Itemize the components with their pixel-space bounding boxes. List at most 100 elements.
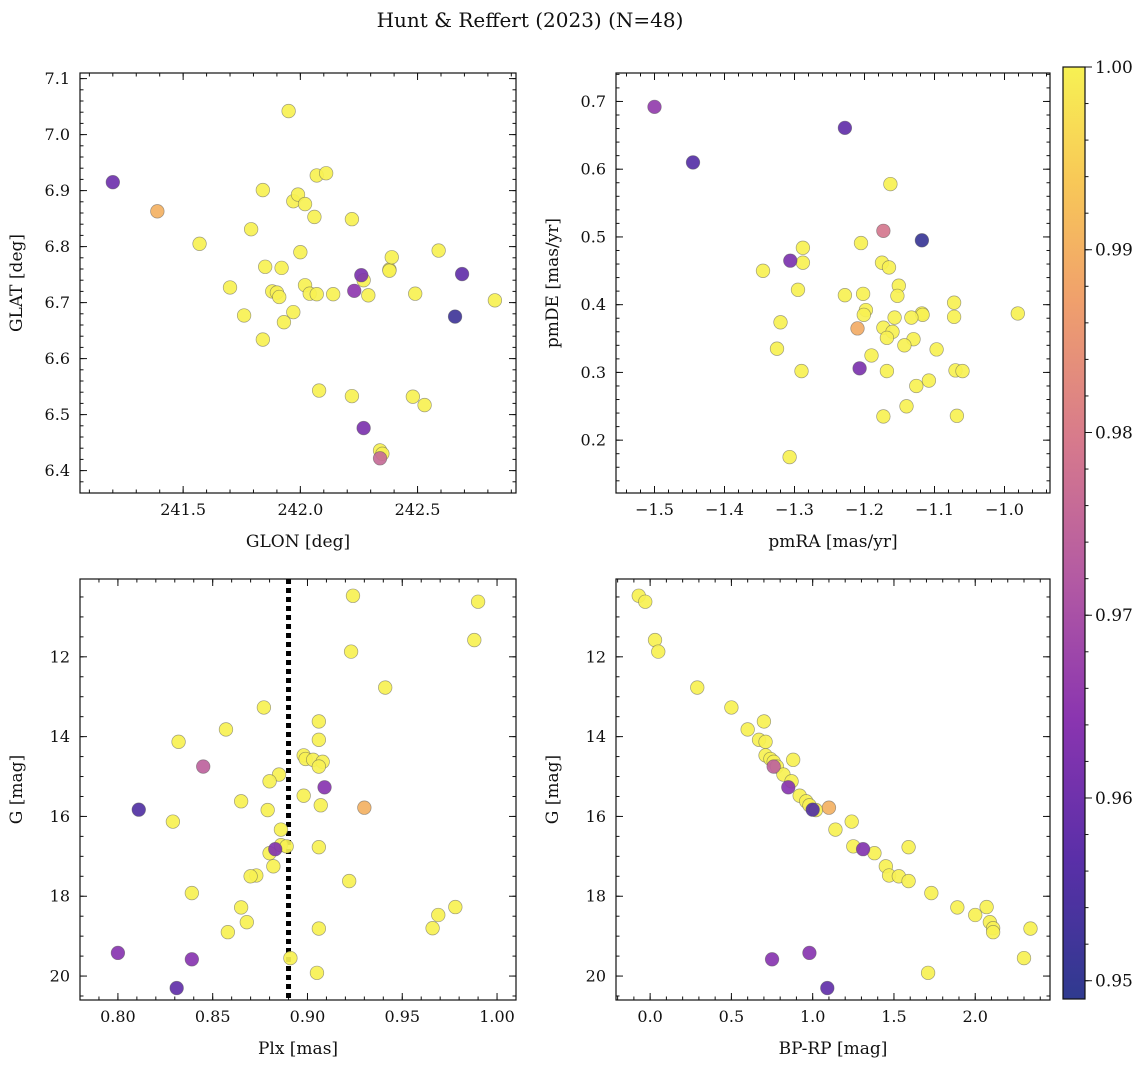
data-point — [850, 321, 865, 336]
data-point — [273, 822, 289, 837]
panel-plx_g: 0.80 0.85 0.90 0.95 1.00 12 14 16 18 20 Plx [mas] G… — [7, 578, 517, 1059]
y-tick-label: 6.5 — [45, 405, 70, 424]
minor-ticks — [616, 579, 1050, 1000]
data-point — [408, 286, 423, 301]
y-axis-label: G [mag] — [543, 755, 563, 824]
minor-ticks — [79, 579, 517, 1000]
data-point — [769, 341, 785, 356]
data-point — [220, 925, 236, 940]
data-point — [756, 714, 772, 729]
data-point — [354, 268, 369, 283]
y-tick-label: 16 — [586, 807, 606, 826]
colorbar-tick-label: 0.99 — [1095, 241, 1133, 261]
data-point — [165, 814, 181, 829]
x-tick-label: 241.5 — [160, 500, 206, 519]
figure-title: Hunt & Reffert (2023) (N=48) — [377, 8, 684, 32]
data-point — [286, 304, 301, 320]
scatter-points — [647, 99, 1025, 465]
data-point — [805, 802, 820, 817]
data-point — [946, 295, 962, 310]
plot-frame — [615, 72, 1051, 494]
data-point — [342, 873, 357, 889]
data-point — [783, 253, 798, 268]
data-point — [343, 644, 359, 659]
data-point — [856, 307, 871, 322]
y-tick-label: 14 — [50, 727, 70, 746]
data-point — [764, 952, 780, 967]
y-tick-label: 12 — [586, 647, 606, 666]
y-tick-label: 0.3 — [581, 363, 606, 382]
data-point — [897, 338, 912, 353]
y-tick-label: 18 — [50, 887, 70, 906]
data-point — [487, 293, 503, 308]
data-point — [883, 176, 898, 192]
data-point — [297, 196, 313, 212]
y-tick-label: 14 — [586, 727, 606, 746]
data-point — [110, 945, 126, 961]
data-point — [218, 722, 234, 737]
data-point — [268, 842, 283, 857]
data-point — [313, 798, 328, 813]
y-tick-label: 0.6 — [581, 160, 606, 179]
data-point — [853, 235, 869, 251]
data-point — [1023, 921, 1038, 936]
data-point — [311, 921, 327, 936]
data-point — [955, 363, 970, 379]
plot-frame — [79, 72, 517, 494]
data-point — [929, 342, 944, 357]
data-point — [384, 250, 399, 265]
data-point — [378, 680, 393, 695]
x-tick-label: −1.2 — [845, 500, 884, 519]
y-tick-label: 6.6 — [45, 349, 70, 368]
data-point — [184, 885, 199, 901]
y-axis-label: GLAT [deg] — [7, 234, 27, 332]
data-point — [293, 245, 308, 260]
data-point — [979, 899, 994, 915]
data-point — [307, 209, 322, 225]
minor-ticks — [80, 73, 516, 494]
y-tick-label: 0.2 — [581, 431, 606, 450]
data-point — [345, 588, 361, 603]
panel-bprp_g: 0.0 0.5 1.0 1.5 2.0 12 14 16 18 20 BP-RP [mag] G [m… — [543, 578, 1051, 1059]
data-point — [255, 332, 270, 347]
data-point — [470, 594, 486, 609]
x-tick-label: 242.5 — [395, 500, 441, 519]
data-point — [879, 330, 895, 346]
data-point — [258, 259, 273, 274]
data-point — [876, 409, 891, 424]
data-point — [821, 800, 837, 815]
y-tick-label: 7.0 — [45, 125, 70, 144]
data-point — [890, 288, 905, 304]
colorbar-tick-label: 0.95 — [1095, 972, 1133, 992]
data-point — [236, 308, 252, 323]
y-tick-label: 12 — [50, 647, 70, 666]
data-point — [781, 780, 796, 795]
y-tick-label: 20 — [586, 967, 606, 986]
data-point — [192, 236, 207, 251]
data-point — [131, 802, 146, 817]
data-point — [347, 283, 362, 298]
data-point — [740, 722, 755, 737]
panel-glon_glat: 241.5 242.0 242.5 6.4 6.5 6.6 6.7 6.8 6.9 7.0 7.1 G… — [7, 69, 517, 552]
data-point — [467, 632, 482, 648]
data-point — [946, 309, 962, 325]
data-point — [356, 420, 371, 436]
data-point — [837, 288, 853, 303]
x-tick-label: 0.0 — [637, 1007, 662, 1026]
data-point — [266, 859, 281, 874]
colorbar-tick-label: 0.98 — [1095, 423, 1133, 443]
data-point — [239, 915, 254, 930]
x-tick-label: 1.00 — [479, 1007, 515, 1026]
data-point — [899, 399, 914, 414]
data-point — [309, 965, 325, 981]
data-point — [795, 240, 811, 255]
data-point — [311, 759, 327, 774]
data-point — [311, 383, 327, 398]
data-point — [417, 397, 432, 413]
data-point — [790, 282, 806, 297]
x-tick-label: 0.5 — [719, 1007, 744, 1026]
x-axis-label: GLON [deg] — [246, 532, 350, 552]
data-point — [1010, 306, 1025, 321]
data-point — [372, 451, 388, 466]
